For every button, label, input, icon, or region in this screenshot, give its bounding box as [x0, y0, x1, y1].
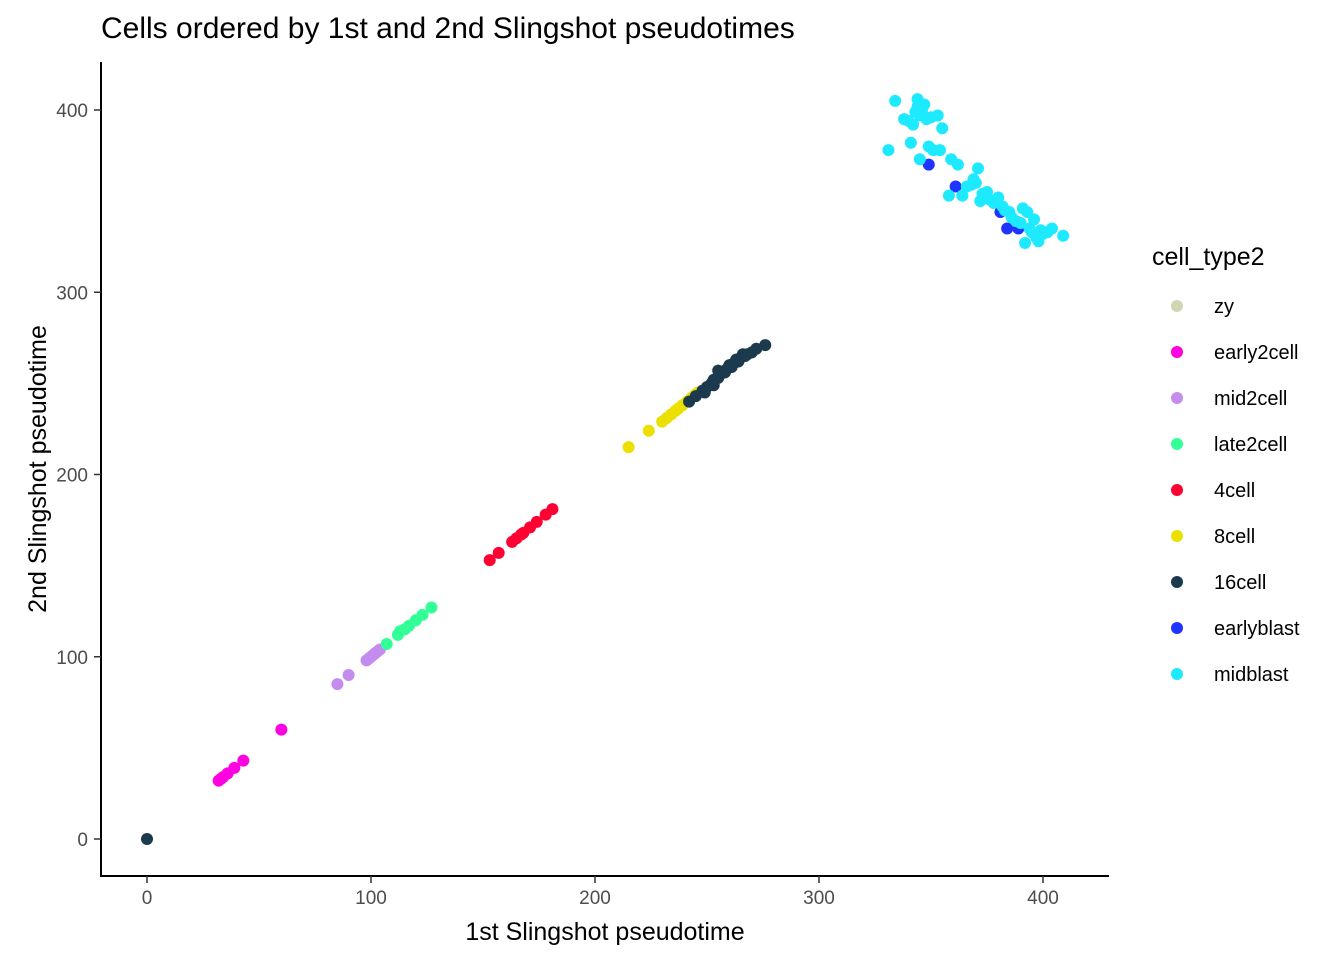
data-point-midblast — [1028, 213, 1041, 226]
data-point-midblast — [972, 162, 985, 175]
data-point-late2cell — [416, 608, 429, 621]
data-point-midblast — [942, 189, 955, 202]
legend-items: zy early2cell mid2cell late2cell 4cell 8cell 1… — [1171, 296, 1300, 686]
data-point-midblast — [931, 109, 944, 122]
legend-key-late2cell — [1171, 438, 1183, 450]
legend-key-earlyblast — [1171, 622, 1183, 634]
data-point-4cell — [492, 546, 505, 559]
data-point-early2cell — [228, 761, 241, 774]
data-point-midblast — [933, 144, 946, 157]
data-point-late2cell — [380, 637, 393, 650]
data-point-mid2cell — [331, 678, 344, 691]
data-point-4cell — [546, 503, 559, 516]
y-tick-label: 100 — [56, 648, 88, 669]
legend-key-mid2cell — [1171, 392, 1183, 404]
data-point-midblast — [913, 153, 926, 166]
data-point-midblast — [1014, 216, 1027, 229]
y-tick-label: 400 — [56, 101, 88, 122]
data-point-midblast — [956, 189, 969, 202]
legend-label-earlyblast: earlyblast — [1214, 618, 1300, 640]
x-tick-label: 400 — [1027, 888, 1059, 909]
data-point-late2cell — [425, 601, 438, 614]
data-point-8cell — [642, 424, 655, 437]
data-point-early2cell — [237, 754, 250, 767]
data-point-midblast — [969, 176, 982, 189]
data-point-earlyblast — [1001, 222, 1014, 235]
y-tick-label: 200 — [56, 466, 88, 487]
data-point-midblast — [1019, 237, 1032, 250]
legend-key-midblast — [1171, 668, 1183, 680]
legend: cell_type2 zy early2cell mid2cell late2cell… — [1152, 243, 1300, 686]
legend-key-early2cell — [1171, 346, 1183, 358]
legend-label-late2cell: late2cell — [1214, 434, 1287, 456]
data-point-midblast — [882, 144, 895, 157]
axes — [100, 62, 1109, 877]
legend-label-zy: zy — [1214, 296, 1234, 318]
data-point-midblast — [936, 122, 949, 135]
legend-label-early2cell: early2cell — [1214, 342, 1298, 364]
data-points — [141, 93, 1070, 845]
y-tick-label: 0 — [77, 830, 88, 851]
legend-label-midblast: midblast — [1214, 664, 1289, 686]
data-point-earlyblast — [949, 180, 962, 193]
data-point-midblast — [907, 118, 920, 131]
data-point-midblast — [1057, 229, 1070, 242]
x-tick-label: 100 — [355, 888, 387, 909]
legend-title: cell_type2 — [1152, 243, 1265, 271]
data-point-8cell — [622, 441, 635, 454]
x-ticks: 0 100 200 300 400 — [142, 876, 1059, 909]
data-point-mid2cell — [342, 668, 355, 681]
legend-key-8cell — [1171, 530, 1183, 542]
y-tick-label: 300 — [56, 283, 88, 304]
data-point-midblast — [904, 136, 917, 149]
legend-key-16cell — [1171, 576, 1183, 588]
legend-label-4cell: 4cell — [1214, 480, 1255, 502]
data-point-4cell — [483, 554, 496, 567]
x-tick-label: 300 — [803, 888, 835, 909]
data-point-midblast — [1045, 222, 1058, 235]
data-point-16cell — [736, 348, 749, 361]
data-point-midblast — [922, 140, 935, 153]
data-point-16cell — [707, 379, 720, 392]
data-point-16cell — [141, 833, 153, 845]
data-point-midblast — [918, 98, 931, 111]
data-point-midblast — [889, 94, 902, 107]
data-point-16cell — [759, 339, 772, 352]
x-axis-title: 1st Slingshot pseudotime — [465, 918, 744, 946]
x-tick-label: 0 — [142, 888, 153, 909]
data-point-midblast — [951, 158, 964, 171]
data-point-early2cell — [275, 723, 288, 736]
legend-label-8cell: 8cell — [1214, 526, 1255, 548]
data-point-earlyblast — [922, 158, 935, 171]
legend-label-16cell: 16cell — [1214, 572, 1266, 594]
data-point-midblast — [992, 191, 1005, 204]
legend-label-mid2cell: mid2cell — [1214, 388, 1287, 410]
chart-title: Cells ordered by 1st and 2nd Slingshot p… — [101, 12, 795, 45]
x-tick-label: 200 — [579, 888, 611, 909]
legend-key-zy — [1171, 300, 1183, 312]
data-point-16cell — [698, 386, 711, 399]
legend-key-4cell — [1171, 484, 1183, 496]
data-point-4cell — [530, 515, 543, 528]
y-ticks: 0 100 200 300 400 — [56, 101, 101, 851]
data-point-16cell — [712, 364, 725, 377]
y-axis-title: 2nd Slingshot pseudotime — [24, 325, 52, 613]
